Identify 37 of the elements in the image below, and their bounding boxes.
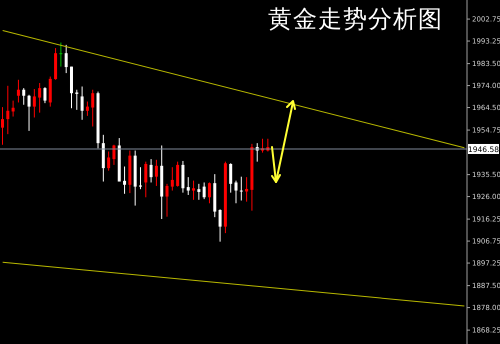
candlestick [150, 158, 153, 183]
candlestick [202, 182, 206, 200]
candlestick [59, 42, 62, 68]
candlestick [12, 100, 15, 118]
candlestick [218, 208, 222, 242]
candlestick [176, 161, 180, 188]
candlestick [245, 176, 248, 202]
candlestick [80, 86, 84, 120]
candlestick [154, 159, 158, 186]
candlestick [43, 86, 46, 104]
candlestick [234, 180, 238, 204]
candlestick [91, 89, 94, 127]
candlestick [186, 176, 190, 196]
candlestick [6, 85, 10, 135]
candlestick [170, 166, 174, 192]
candlestick [229, 162, 232, 194]
candlestick [16, 79, 20, 103]
candlestick [28, 94, 31, 132]
candlestick [107, 150, 110, 172]
candlestick [197, 183, 200, 200]
candlestick [38, 82, 42, 114]
candlestick [75, 89, 78, 110]
candlestick [181, 160, 184, 194]
candlestick [64, 44, 68, 74]
candlestick [86, 101, 89, 116]
chart-title: 黄金走势分析图 [268, 4, 443, 35]
candlestick [22, 88, 26, 106]
candlestick [32, 88, 36, 118]
candlestick [208, 182, 211, 204]
candlestick [240, 176, 243, 202]
candlestick [192, 180, 196, 200]
candlestick [48, 76, 52, 108]
candlestick [166, 183, 169, 218]
candlestick [112, 144, 116, 166]
candlestick [123, 166, 126, 194]
candlestick [1, 106, 4, 146]
candlestick [144, 161, 148, 198]
